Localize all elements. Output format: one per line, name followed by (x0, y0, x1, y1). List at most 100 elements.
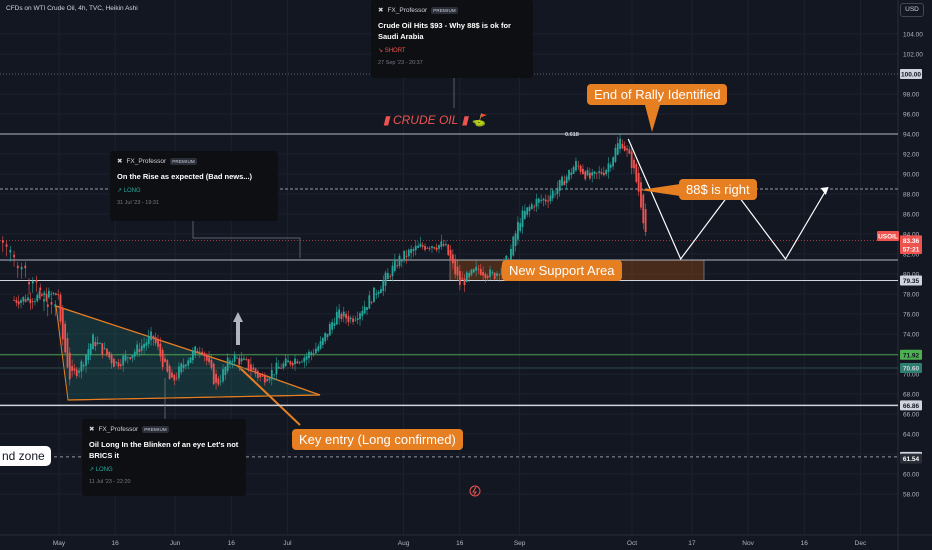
candle-body (537, 198, 540, 203)
candle-body (54, 304, 57, 307)
candle-body (612, 157, 615, 167)
x-tick-label: 17 (688, 540, 696, 547)
author-name[interactable]: FX_Professor (387, 6, 428, 14)
x-tick-label: Oct (627, 540, 637, 547)
candle-body (628, 149, 631, 154)
candle-body (512, 236, 515, 256)
candle-body (16, 265, 19, 269)
candle-body (5, 244, 8, 247)
y-tick-label: 58.00 (903, 492, 920, 499)
candle-body (173, 375, 176, 381)
candle-body (110, 354, 113, 364)
candle-body (370, 301, 373, 303)
candle-body (145, 342, 148, 346)
candle-body (78, 370, 80, 373)
candle-body (338, 309, 341, 319)
idea-note-1[interactable]: ✖ FX_Professor PREMIUM Crude Oil Hits $93 … (371, 0, 533, 78)
candle-body (28, 281, 30, 285)
candle-body (270, 369, 273, 380)
candle-body (551, 190, 554, 199)
candle-body (384, 272, 387, 286)
candle-body (1, 240, 4, 243)
candle-body (261, 375, 264, 377)
candle-body (630, 151, 633, 169)
candle-body (231, 361, 234, 363)
candle-body (521, 210, 524, 227)
candle-body (161, 349, 164, 368)
idea-title[interactable]: On the Rise as expected (Bad news...) (117, 172, 253, 181)
candle-body (340, 313, 343, 320)
x-tick-label: Jul (283, 540, 292, 547)
candle-body (17, 301, 20, 305)
candle-body (92, 334, 94, 350)
candle-body (644, 209, 647, 232)
candle-body (298, 362, 301, 363)
candle-body (66, 338, 69, 368)
price-tag-bg (900, 235, 922, 246)
candle-body (87, 349, 90, 361)
candle-body (226, 357, 229, 371)
forecast-arrowhead (820, 187, 829, 195)
candle-body (393, 259, 396, 271)
price-tag-label: 71.92 (903, 352, 920, 359)
currency-button[interactable]: USD (900, 3, 924, 17)
candle-body (554, 193, 556, 195)
candle-body (324, 332, 327, 342)
candle-body (626, 148, 628, 151)
candle-body (403, 250, 406, 261)
candle-body (103, 348, 106, 350)
candle-body (36, 294, 39, 302)
candle-body (500, 268, 503, 275)
price-tag-bg (900, 363, 922, 373)
candle-body (154, 337, 157, 344)
candle-body (9, 249, 12, 253)
price-tag-label: 100.00 (901, 72, 921, 79)
candle-body (50, 302, 53, 305)
candle-body (254, 368, 257, 374)
candle-body (263, 376, 266, 383)
idea-note-3[interactable]: ✖ FX_Professor PREMIUM Oil Long In the Bli… (82, 419, 246, 496)
level-lines: 0.618 (0, 73, 898, 458)
candle-body (35, 279, 38, 283)
candle-body (407, 249, 410, 257)
candle-body (575, 160, 577, 171)
candle-body (287, 360, 289, 363)
candle-body (359, 313, 361, 320)
candle-body (486, 275, 489, 278)
candle-body (136, 344, 139, 355)
candle-body (43, 299, 45, 302)
candle-body (277, 366, 280, 369)
candle-body (20, 266, 23, 270)
candle-body (568, 170, 570, 180)
key-entry-pointer (237, 365, 301, 426)
candle-body (96, 342, 99, 344)
candle-body (533, 206, 536, 208)
candle-body (456, 266, 459, 276)
candle-body (391, 265, 394, 277)
candle-body (249, 364, 252, 371)
candle-body (217, 378, 220, 385)
price-tag-bg (900, 349, 922, 360)
y-tick-label: 68.00 (903, 392, 920, 399)
candle-body (449, 249, 452, 260)
y-tick-label: 88.00 (903, 192, 920, 199)
candle-body (129, 357, 132, 360)
y-tick-label: 104.00 (903, 32, 923, 39)
idea-note-2[interactable]: ✖ FX_Professor PREMIUM On the Rise as expe… (110, 151, 278, 221)
price-tag-bg (900, 69, 922, 79)
idea-title[interactable]: Oil Long In the Blinken of an eye Let's … (89, 440, 239, 460)
author-name[interactable]: FX_Professor (98, 425, 139, 433)
candle-body (598, 171, 601, 173)
price-tag-bg (900, 275, 922, 286)
idea-title[interactable]: Crude Oil Hits $93 - Why 88$ is ok for S… (378, 21, 511, 41)
triangle-shape (55, 305, 321, 401)
candle-body (61, 308, 64, 340)
candle-body (266, 379, 269, 382)
candle-body (440, 241, 443, 247)
candle-body (189, 357, 192, 363)
candle-body (27, 297, 29, 301)
candle-body (523, 210, 526, 219)
candle-body (284, 358, 287, 366)
author-name[interactable]: FX_Professor (126, 157, 167, 165)
candle-body (377, 291, 380, 295)
